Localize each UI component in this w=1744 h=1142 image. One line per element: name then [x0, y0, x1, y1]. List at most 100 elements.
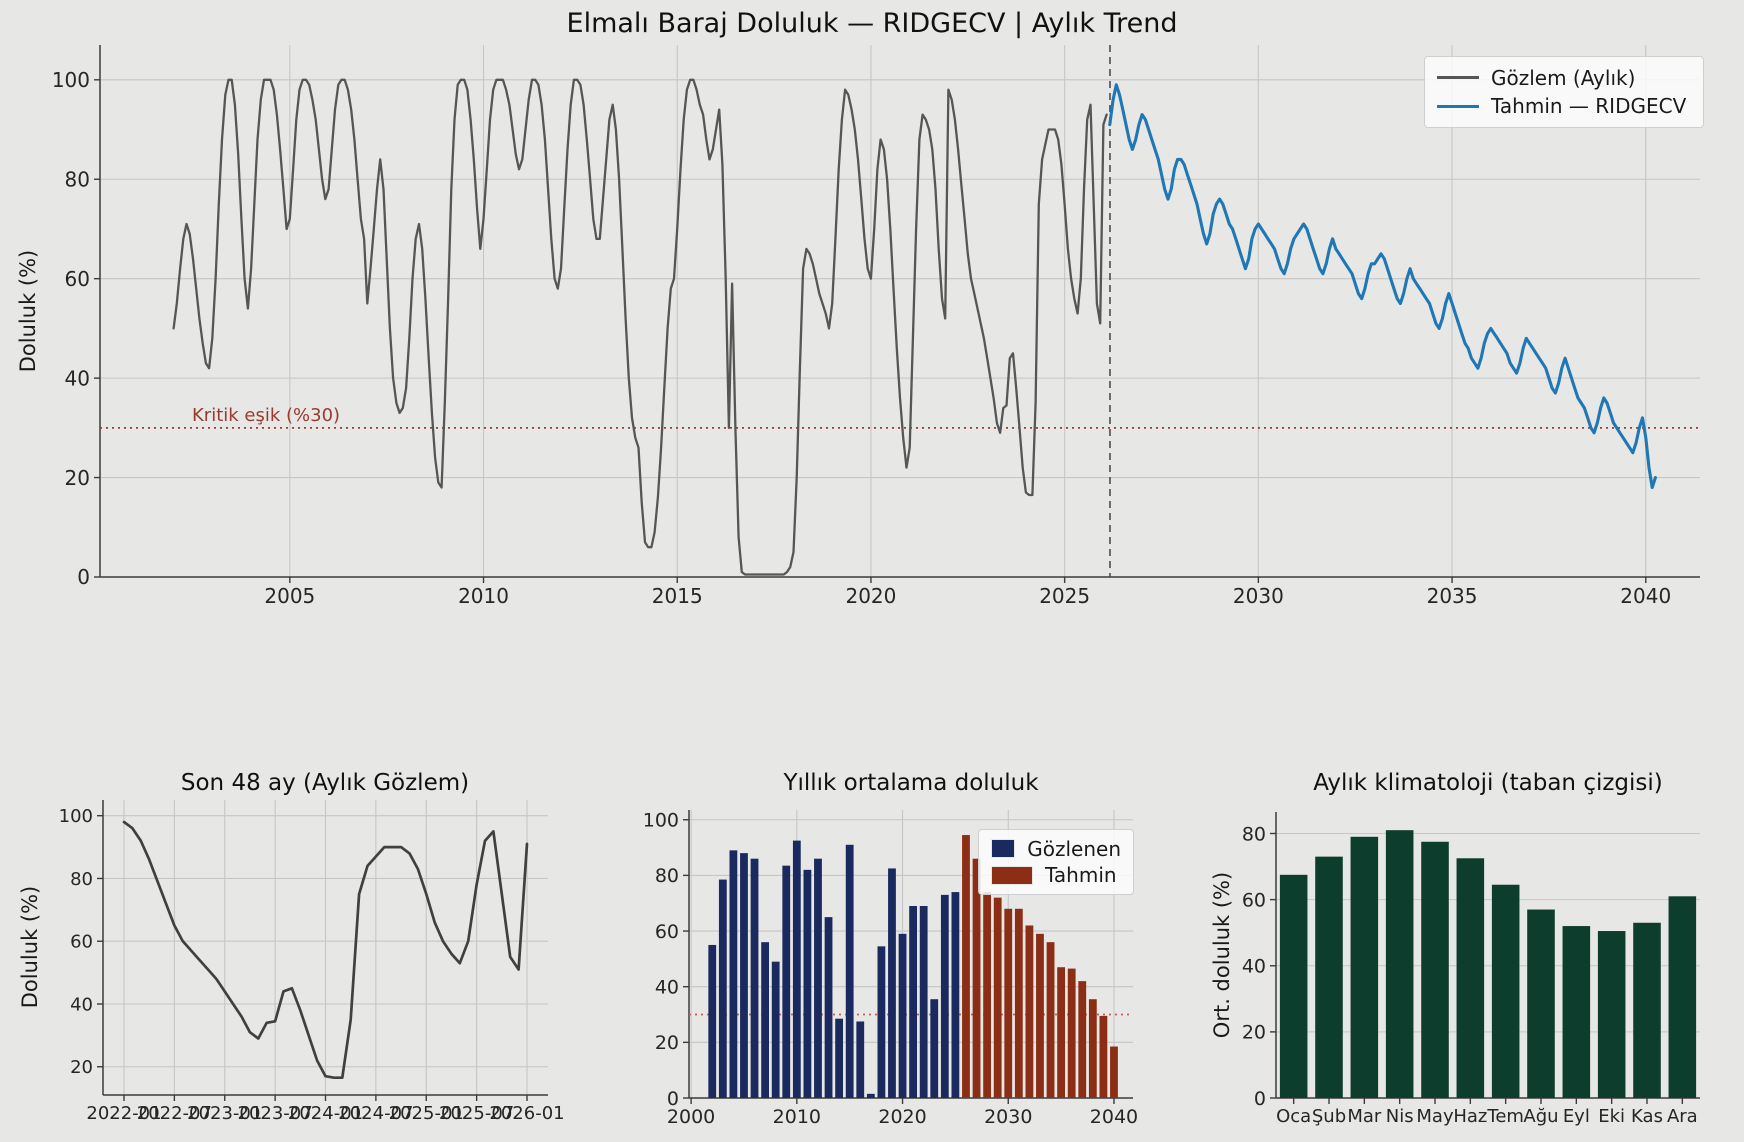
- observed-line: [172, 78, 1108, 576]
- x-tick-label: 2030: [984, 1106, 1032, 1128]
- bar-forecast: [1014, 908, 1023, 1098]
- y-tick-label: 20: [70, 1057, 93, 1078]
- annual-title: Yıllık ortalama doluluk: [783, 770, 1039, 796]
- bar-observed: [866, 1093, 875, 1098]
- bar-observed: [898, 933, 907, 1098]
- legend-label-tahmin: Tahmin: [1045, 863, 1117, 888]
- bar-forecast: [972, 858, 981, 1098]
- bar-observed: [750, 858, 759, 1098]
- forecast-bar-swatch: [991, 865, 1033, 885]
- x-tick-label: May: [1416, 1106, 1454, 1127]
- x-tick-label: Ağu: [1523, 1106, 1558, 1127]
- bar-observed: [919, 906, 928, 1098]
- x-tick-label: 2010: [773, 1106, 821, 1128]
- bar-month: [1456, 858, 1485, 1098]
- bar-observed: [718, 879, 727, 1098]
- y-tick-label: 80: [655, 865, 679, 887]
- y-tick-label: 40: [1242, 956, 1266, 978]
- y-tick-label: 60: [70, 932, 93, 953]
- son48-line: [122, 820, 529, 1080]
- x-tick-label: 2020: [878, 1106, 926, 1128]
- son48-canvas: 2022-012022-072023-012023-072024-012024-…: [59, 800, 565, 1124]
- x-tick-label: 2010: [458, 584, 509, 608]
- x-tick-label: 2025-01: [389, 1103, 464, 1124]
- legend-label-forecast: Tahmin — RIDGECV: [1491, 94, 1687, 119]
- bar-observed: [845, 844, 854, 1098]
- x-tick-label: Şub: [1312, 1106, 1346, 1127]
- bar-observed: [792, 840, 801, 1098]
- bar-month: [1279, 874, 1308, 1098]
- bar-forecast: [1088, 999, 1097, 1098]
- x-tick-label: 2023-01: [187, 1103, 262, 1124]
- bar-forecast: [993, 897, 1002, 1098]
- x-tick-label: Eki: [1598, 1106, 1625, 1127]
- bar-observed: [824, 917, 833, 1098]
- bar-observed: [729, 850, 738, 1098]
- x-tick-label: 2020: [845, 584, 896, 608]
- x-tick-label: 2025-07: [439, 1103, 514, 1124]
- x-tick-label: 2035: [1427, 584, 1478, 608]
- bar-observed: [740, 853, 748, 1098]
- legend-label-gozlenen: Gözlenen: [1027, 836, 1121, 861]
- son48-ylabel: Doluluk (%): [18, 885, 42, 1009]
- forecast-line: [1108, 83, 1657, 490]
- bar-observed: [771, 961, 780, 1098]
- x-tick-label: 2024-07: [338, 1103, 413, 1124]
- bar-forecast: [983, 892, 992, 1098]
- y-tick-label: 40: [65, 366, 90, 390]
- x-tick-label: 2040: [1090, 1106, 1138, 1128]
- y-tick-label: 20: [655, 1032, 679, 1054]
- y-tick-label: 80: [1242, 823, 1266, 845]
- observed-bar-swatch: [991, 839, 1016, 859]
- bar-observed: [803, 869, 812, 1098]
- y-tick-label: 0: [667, 1088, 679, 1110]
- bar-forecast: [962, 835, 970, 1098]
- x-tick-label: 2015: [652, 584, 703, 608]
- legend-row-tahmin: Tahmin: [991, 863, 1121, 887]
- x-tick-label: Haz: [1453, 1106, 1487, 1127]
- y-tick-label: 60: [655, 921, 679, 943]
- klima-title: Aylık klimatoloji (taban çizgisi): [1313, 770, 1663, 796]
- x-tick-label: 2000: [667, 1106, 715, 1128]
- bar-forecast: [1046, 942, 1055, 1098]
- main-legend: Gözlem (Aylık) Tahmin — RIDGECV: [1424, 56, 1704, 128]
- x-tick-label: Nis: [1386, 1106, 1414, 1127]
- main-ylabel: Doluluk (%): [16, 249, 40, 373]
- y-tick-label: 80: [65, 167, 90, 191]
- bar-month: [1350, 836, 1379, 1098]
- bar-observed: [909, 906, 918, 1098]
- y-tick-label: 100: [643, 810, 679, 832]
- threshold-label: Kritik eşik (%30): [192, 405, 341, 426]
- y-tick-label: 40: [655, 977, 679, 999]
- bar-observed: [951, 892, 960, 1098]
- x-tick-label: Oca: [1276, 1106, 1311, 1127]
- x-tick-label: Eyl: [1563, 1106, 1590, 1127]
- x-tick-label: 2030: [1233, 584, 1284, 608]
- y-tick-label: 40: [70, 994, 93, 1015]
- x-tick-label: 2023-07: [238, 1103, 313, 1124]
- bar-forecast: [1057, 967, 1066, 1098]
- x-tick-label: Kas: [1631, 1106, 1663, 1127]
- y-tick-label: 60: [65, 267, 90, 291]
- bar-observed: [940, 894, 949, 1098]
- y-tick-label: 20: [65, 466, 90, 490]
- x-tick-label: 2024-01: [288, 1103, 363, 1124]
- y-tick-label: 60: [1242, 889, 1266, 911]
- y-tick-label: 20: [1242, 1022, 1266, 1044]
- bar-observed: [835, 1018, 844, 1098]
- klima-canvas: 0 20 40 60 80 Oca Şub Mar Nis May Haz Tem Ağu Eyl Eki K…: [1242, 812, 1700, 1127]
- x-tick-label: 2025: [1039, 584, 1090, 608]
- bar-forecast: [1078, 981, 1087, 1098]
- bar-observed: [814, 858, 822, 1098]
- bar-month: [1668, 896, 1697, 1098]
- bar-forecast: [1099, 1015, 1108, 1098]
- bar-month: [1633, 922, 1661, 1098]
- y-tick-label: 100: [52, 68, 90, 92]
- bar-month: [1385, 830, 1414, 1098]
- bar-forecast: [1036, 933, 1044, 1098]
- bar-observed: [877, 946, 886, 1098]
- bar-observed: [708, 944, 717, 1098]
- bar-observed: [888, 868, 896, 1098]
- bar-month: [1315, 856, 1343, 1098]
- bar-observed: [930, 999, 939, 1098]
